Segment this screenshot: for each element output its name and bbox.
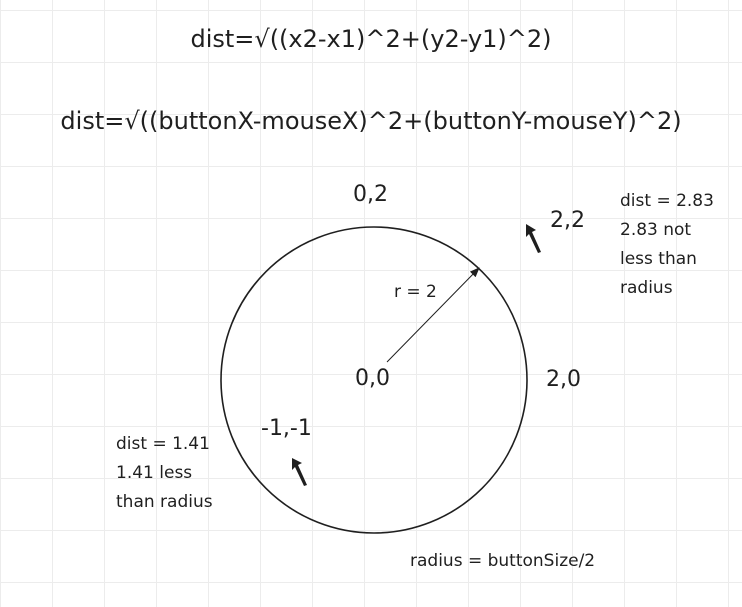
distance-formula-applied: dist=√((buttonX-mouseX)^2+(buttonY-mouse… [60, 107, 682, 135]
point-label-right: 2,0 [546, 367, 581, 392]
point-label-center: 0,0 [355, 366, 390, 391]
point-label-corner: 2,2 [550, 208, 585, 233]
note-line: than radius [116, 492, 213, 512]
note-inside-point: dist = 1.41 1.41 less than radius [116, 430, 213, 517]
note-line: 1.41 less [116, 463, 193, 483]
radius-arrow [386, 267, 480, 363]
note-line: dist = 1.41 [116, 434, 210, 454]
point-label-inside: -1,-1 [261, 416, 312, 441]
distance-formula-generic: dist=√((x2-x1)^2+(y2-y1)^2) [190, 25, 552, 53]
point-label-top: 0,2 [353, 182, 388, 207]
radius-caption: radius = buttonSize/2 [410, 551, 596, 571]
mouse-cursor-icon [292, 458, 307, 486]
note-line: less than [620, 249, 697, 269]
mouse-cursor-icon [526, 224, 541, 253]
button-circle [220, 226, 528, 534]
radius-label: r = 2 [394, 282, 437, 302]
note-outside-point: dist = 2.83 2.83 not less than radius [620, 187, 714, 303]
note-line: dist = 2.83 [620, 191, 714, 211]
note-line: 2.83 not [620, 220, 692, 240]
note-line: radius [620, 278, 673, 298]
